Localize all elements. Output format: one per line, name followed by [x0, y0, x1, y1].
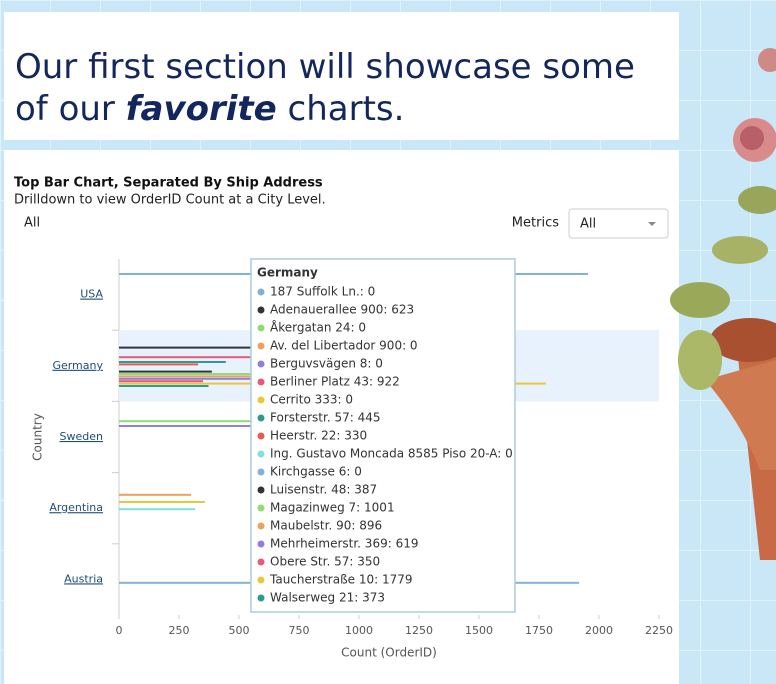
- title-text: Our first section will showcase some of …: [15, 47, 635, 129]
- tooltip-item: Ing. Gustavo Moncada 8585 Piso 20-A: 0: [270, 447, 513, 461]
- tooltip-swatch: [257, 540, 265, 548]
- tooltip-swatch: [257, 522, 265, 530]
- x-tick-label: 250: [169, 624, 190, 637]
- tooltip-swatch: [257, 288, 265, 296]
- tooltip-swatch: [257, 504, 265, 512]
- bar: [119, 363, 199, 366]
- tooltip-swatch: [257, 360, 265, 368]
- x-tick-label: 750: [289, 624, 310, 637]
- tooltip-swatch: [257, 432, 265, 440]
- tooltip-swatch: [257, 306, 265, 314]
- bar: [119, 501, 205, 503]
- x-tick-label: 1000: [345, 624, 373, 637]
- metrics-value[interactable]: All: [580, 217, 596, 232]
- chart-title: Top Bar Chart, Separated By Ship Address: [14, 176, 323, 191]
- bar: [119, 356, 341, 359]
- bar: [119, 420, 263, 423]
- tooltip-swatch: [257, 378, 265, 386]
- x-tick-label: 2000: [585, 624, 613, 637]
- tooltip-title: Germany: [257, 266, 318, 280]
- x-axis-label: Count (OrderID): [341, 646, 437, 660]
- tooltip-item: Mehrheimerstr. 369: 619: [270, 537, 418, 551]
- bar: [119, 385, 209, 387]
- tooltip-box: [250, 258, 516, 613]
- tooltip-swatch: [257, 324, 265, 332]
- bar: [119, 361, 226, 363]
- tooltip-item: 187 Suffolk Ln.: 0: [270, 285, 375, 299]
- tooltip-swatch: [257, 450, 265, 458]
- bar: [119, 425, 275, 427]
- tooltip-swatch: [257, 342, 265, 350]
- tooltip-item: Taucherstraße 10: 1779: [269, 573, 413, 587]
- y-tick-label: Argentina: [49, 501, 103, 514]
- x-tick-label: 1250: [405, 624, 433, 637]
- metrics-label: Metrics: [512, 216, 559, 231]
- y-tick-label: Austria: [64, 572, 103, 585]
- x-tick-label: 0: [116, 624, 123, 637]
- tooltip-item: Heerstr. 22: 330: [270, 429, 367, 443]
- x-tick-label: 1750: [525, 624, 553, 637]
- tooltip-swatch: [257, 594, 265, 602]
- tooltip-item: Magazinweg 7: 1001: [270, 501, 395, 515]
- tooltip-item: Av. del Libertador 900: 0: [270, 339, 418, 353]
- select-caret: [648, 222, 656, 226]
- bar: [119, 380, 203, 383]
- metrics-select[interactable]: [568, 208, 669, 239]
- bar: [119, 346, 269, 349]
- tooltip-swatch: [257, 414, 265, 422]
- tooltip-item: Kirchgasse 6: 0: [270, 465, 362, 479]
- x-tick-label: 1500: [465, 624, 493, 637]
- tooltip-item: Åkergatan 24: 0: [270, 320, 366, 335]
- title-text: charts.: [276, 89, 405, 129]
- bar: [119, 370, 212, 373]
- tooltip-item: Walserweg 21: 373: [270, 591, 385, 605]
- chart-subtitle: Drilldown to view OrderID Count at a Cit…: [14, 193, 326, 208]
- tooltip-swatch: [257, 468, 265, 476]
- tooltip-item: Obere Str. 57: 350: [270, 555, 380, 569]
- header-card: Our first section will showcase some of …: [4, 12, 679, 140]
- tooltip-item: Cerrito 333: 0: [270, 393, 353, 407]
- tooltip-item: Berliner Platz 43: 922: [270, 375, 400, 389]
- tooltip-item: Maubelstr. 90: 896: [270, 519, 382, 533]
- y-tick-label: USA: [80, 288, 103, 301]
- tooltip-item: Luisenstr. 48: 387: [270, 483, 377, 497]
- bar: [119, 508, 196, 511]
- bar: [119, 375, 335, 378]
- tooltip-swatch: [257, 558, 265, 566]
- breadcrumb[interactable]: All: [24, 216, 40, 231]
- title-emphasis: favorite: [125, 89, 277, 129]
- bar: [119, 377, 268, 380]
- bar: [119, 373, 360, 375]
- y-tick-label: Germany: [52, 359, 103, 372]
- tooltip-swatch: [257, 396, 265, 404]
- x-tick-label: 500: [229, 624, 250, 637]
- plant: [670, 48, 776, 560]
- tooltip-item: Berguvsvägen 8: 0: [270, 357, 383, 371]
- x-tick-label: 2250: [645, 624, 673, 637]
- header-title: Our first section will showcase some of …: [4, 12, 679, 130]
- tooltip-swatch: [257, 576, 265, 584]
- tooltip-item: Adenauerallee 900: 623: [270, 303, 414, 317]
- bar: [119, 493, 191, 496]
- y-axis-label: Country: [31, 413, 45, 461]
- tooltip-swatch: [257, 486, 265, 494]
- tooltip-item: Forsterstr. 57: 445: [270, 411, 380, 425]
- y-tick-label: Sweden: [60, 430, 103, 443]
